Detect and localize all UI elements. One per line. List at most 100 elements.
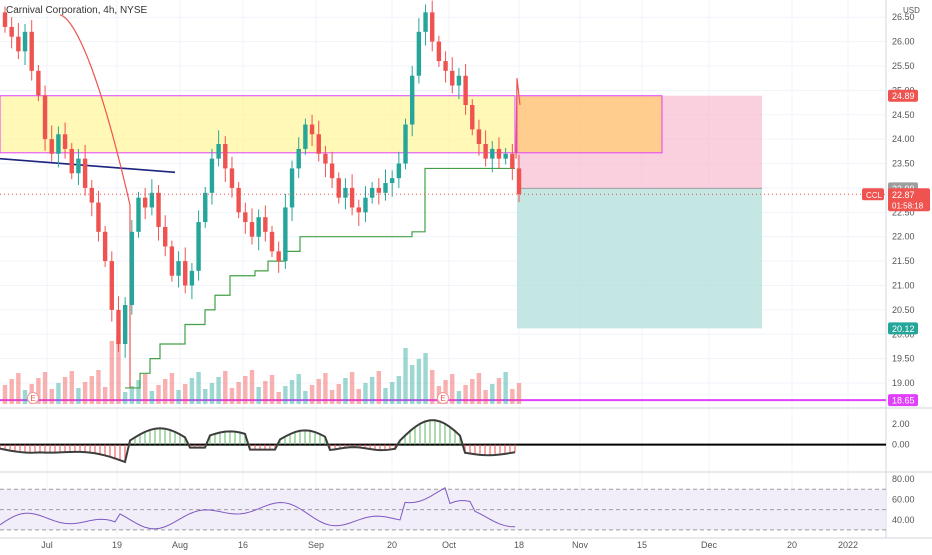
volume-bar bbox=[16, 373, 21, 404]
volume-bar bbox=[116, 335, 121, 404]
candle bbox=[316, 120, 321, 162]
candle-body bbox=[283, 207, 288, 262]
volume-bar bbox=[423, 353, 428, 404]
x-tick-label: 16 bbox=[238, 540, 248, 550]
volume-bar bbox=[323, 373, 328, 404]
volume-bar bbox=[256, 387, 261, 404]
volume-bar bbox=[22, 390, 28, 404]
candle bbox=[396, 151, 402, 188]
candle bbox=[363, 185, 368, 223]
candle bbox=[22, 24, 28, 65]
volume-bar bbox=[483, 390, 488, 404]
candle bbox=[216, 130, 221, 167]
candle-body bbox=[456, 75, 462, 86]
candle-body bbox=[423, 12, 428, 32]
volume-bar bbox=[269, 375, 275, 404]
candle bbox=[483, 130, 488, 167]
candle-body bbox=[510, 153, 515, 169]
candle bbox=[169, 240, 175, 282]
stop-price-label: 24.89 bbox=[888, 89, 918, 102]
candle bbox=[36, 65, 41, 102]
rsi-pane bbox=[0, 486, 886, 531]
x-tick-label: 19 bbox=[112, 540, 122, 550]
volume-bar bbox=[196, 372, 201, 404]
candle-body bbox=[76, 158, 81, 174]
volume-bar bbox=[102, 387, 108, 404]
candle-body bbox=[136, 197, 141, 232]
y-tick-label: 26.00 bbox=[892, 37, 915, 47]
candle-body bbox=[263, 217, 268, 232]
y-tick-label: 19.00 bbox=[892, 378, 915, 388]
candle-body bbox=[476, 129, 482, 145]
candle-body bbox=[16, 36, 21, 52]
y-tick-label: 24.50 bbox=[892, 110, 915, 120]
volume-bar bbox=[430, 370, 435, 404]
candles[interactable] bbox=[2, 0, 522, 358]
candle-body bbox=[383, 183, 388, 193]
volume-bar bbox=[149, 391, 155, 404]
candle-body bbox=[336, 178, 341, 198]
volume-bar bbox=[383, 388, 388, 404]
volume-bar bbox=[316, 379, 321, 404]
candle-body bbox=[316, 134, 321, 154]
candle-body bbox=[156, 192, 161, 227]
countdown-text: 01:58:18 bbox=[892, 201, 924, 210]
volume-bar bbox=[76, 388, 81, 404]
y-tick-label: 23.50 bbox=[892, 159, 915, 169]
candle-body bbox=[149, 192, 155, 208]
axes: 26.5026.0025.5025.0024.5024.0023.5023.00… bbox=[41, 6, 920, 550]
volume-bar bbox=[42, 372, 48, 404]
candle-body bbox=[69, 148, 74, 174]
volume-bar bbox=[62, 377, 68, 404]
volume-bar bbox=[336, 384, 341, 404]
volume-bar bbox=[136, 380, 141, 404]
candle bbox=[223, 136, 228, 183]
candle-body bbox=[396, 163, 402, 179]
rsi-y-tick-label: 40.00 bbox=[892, 515, 915, 525]
volume-bar bbox=[376, 371, 382, 404]
candle bbox=[56, 126, 61, 168]
volume-bars bbox=[2, 335, 522, 404]
candle-body bbox=[329, 163, 335, 179]
candle bbox=[42, 85, 48, 151]
candle bbox=[336, 172, 341, 204]
volume-bar bbox=[183, 384, 188, 404]
candle-body bbox=[289, 168, 295, 208]
x-tick-label: Oct bbox=[442, 540, 457, 550]
x-tick-label: 2022 bbox=[838, 540, 858, 550]
candle bbox=[76, 148, 81, 185]
x-tick-label: 18 bbox=[514, 540, 524, 550]
y-tick-label: 19.50 bbox=[892, 354, 915, 364]
candle bbox=[49, 125, 54, 162]
rsi-line bbox=[0, 486, 516, 530]
candle-body bbox=[169, 246, 175, 276]
candle-body bbox=[503, 153, 508, 159]
volume-bar bbox=[503, 372, 508, 404]
candle bbox=[156, 185, 161, 241]
candle bbox=[323, 145, 328, 178]
candle bbox=[369, 182, 375, 204]
candle bbox=[470, 99, 475, 136]
candle-body bbox=[56, 134, 61, 154]
volume-bar bbox=[203, 389, 208, 404]
candle-body bbox=[363, 197, 368, 213]
candle bbox=[450, 57, 455, 94]
candle-body bbox=[296, 148, 301, 169]
volume-bar bbox=[56, 383, 61, 404]
y-tick-label: 26.50 bbox=[892, 12, 915, 22]
candle-body bbox=[36, 70, 41, 96]
candle-body bbox=[496, 148, 502, 159]
take-profit-zone bbox=[517, 188, 762, 329]
rsi-y-tick-label: 80.00 bbox=[892, 474, 915, 484]
candle-body bbox=[256, 217, 261, 237]
candle bbox=[403, 118, 408, 170]
candle-body bbox=[209, 158, 215, 193]
volume-bar bbox=[456, 391, 462, 404]
candle-body bbox=[490, 148, 495, 159]
candle bbox=[183, 247, 188, 294]
candle-body bbox=[183, 261, 188, 286]
earnings-marker-circle bbox=[437, 392, 449, 404]
candle-body bbox=[189, 270, 195, 286]
